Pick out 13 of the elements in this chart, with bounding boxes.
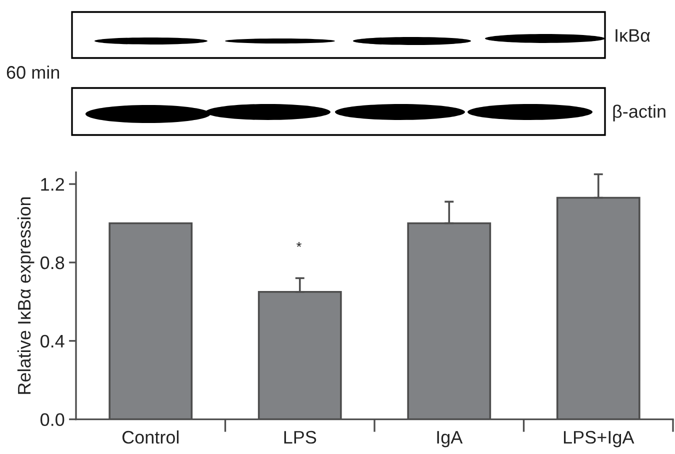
y-tick-label: 0.0 (40, 413, 64, 426)
text: β-actin (613, 104, 666, 122)
text: IκBα (616, 29, 650, 42)
x-tick-label: LPS (284, 430, 316, 444)
y-tick-label: 1.2 (41, 178, 64, 191)
y-axis-title: Relative IκBα expression (17, 197, 34, 394)
x-tick-label: LPS+IgA (564, 430, 634, 448)
x-tick-label: Control (122, 430, 179, 444)
annotation: * (296, 242, 302, 247)
x-tick-label: IgA (437, 431, 463, 448)
text: 60 min (6, 66, 60, 79)
y-tick-label: 0.4 (40, 334, 64, 348)
y-tick-label: 0.8 (40, 256, 64, 270)
